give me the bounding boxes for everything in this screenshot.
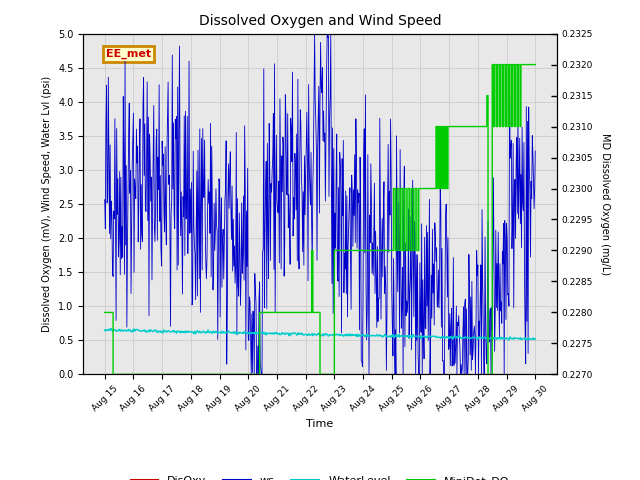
Y-axis label: MD Dissolved Oxygen (mg/L): MD Dissolved Oxygen (mg/L) <box>600 133 610 275</box>
Text: EE_met: EE_met <box>106 49 151 59</box>
Legend: DisOxy, ws, WaterLevel, MiniDot_DO: DisOxy, ws, WaterLevel, MiniDot_DO <box>126 472 514 480</box>
Y-axis label: Dissolved Oxygen (mV), Wind Speed, Water Lvl (psi): Dissolved Oxygen (mV), Wind Speed, Water… <box>42 76 52 332</box>
X-axis label: Time: Time <box>307 419 333 429</box>
Title: Dissolved Oxygen and Wind Speed: Dissolved Oxygen and Wind Speed <box>198 14 442 28</box>
